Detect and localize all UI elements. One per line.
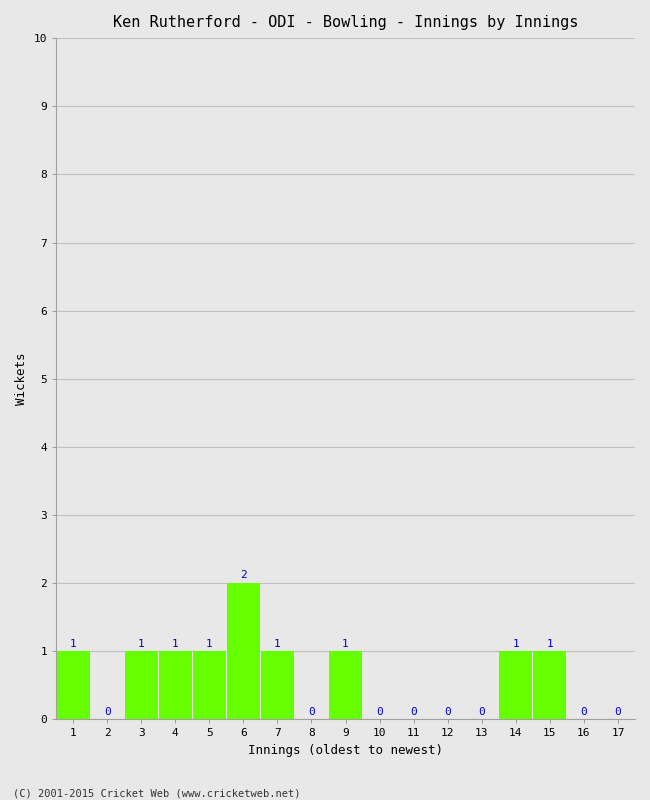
Text: 1: 1 <box>274 638 281 649</box>
Text: 1: 1 <box>70 638 77 649</box>
Bar <box>159 651 192 719</box>
Bar <box>261 651 294 719</box>
Bar <box>499 651 532 719</box>
Text: 0: 0 <box>104 706 110 717</box>
Bar <box>534 651 566 719</box>
Bar <box>125 651 158 719</box>
Text: 1: 1 <box>547 638 553 649</box>
Text: (C) 2001-2015 Cricket Web (www.cricketweb.net): (C) 2001-2015 Cricket Web (www.cricketwe… <box>13 788 300 798</box>
Text: 0: 0 <box>445 706 451 717</box>
Bar <box>227 583 260 719</box>
Text: 1: 1 <box>342 638 349 649</box>
Text: 1: 1 <box>172 638 179 649</box>
Text: 0: 0 <box>615 706 621 717</box>
Text: 1: 1 <box>138 638 144 649</box>
Text: 0: 0 <box>478 706 485 717</box>
Y-axis label: Wickets: Wickets <box>15 353 28 405</box>
Title: Ken Rutherford - ODI - Bowling - Innings by Innings: Ken Rutherford - ODI - Bowling - Innings… <box>113 15 578 30</box>
Text: 2: 2 <box>240 570 247 581</box>
X-axis label: Innings (oldest to newest): Innings (oldest to newest) <box>248 744 443 757</box>
Bar <box>57 651 90 719</box>
Bar <box>193 651 226 719</box>
Text: 1: 1 <box>512 638 519 649</box>
Text: 0: 0 <box>308 706 315 717</box>
Text: 0: 0 <box>410 706 417 717</box>
Text: 0: 0 <box>376 706 383 717</box>
Bar <box>329 651 362 719</box>
Text: 0: 0 <box>580 706 588 717</box>
Text: 1: 1 <box>206 638 213 649</box>
